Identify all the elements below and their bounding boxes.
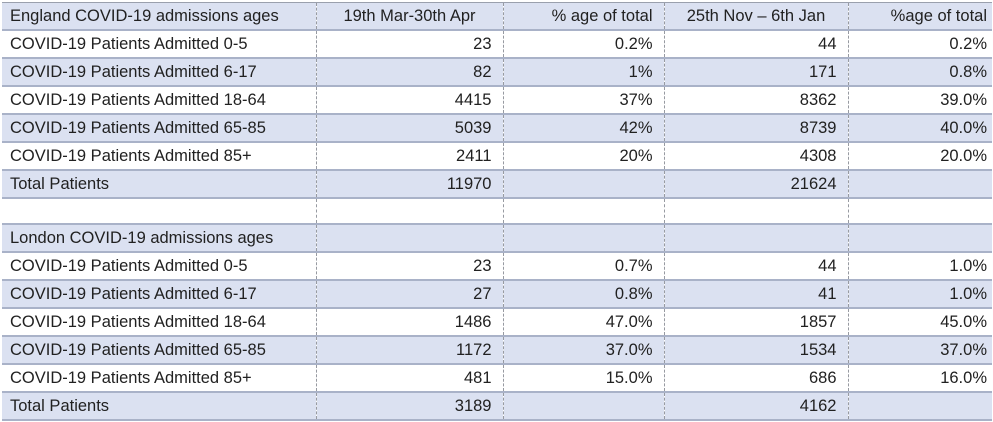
value-cell: 44 [663,29,848,58]
value-cell: 1.0% [847,251,992,280]
empty-cell [847,197,992,224]
spacer-row [2,197,992,224]
empty-cell [663,223,848,252]
value-cell: 0.8% [502,279,664,308]
value-cell: 0.8% [847,57,992,86]
total-label: Total Patients [2,391,316,420]
value-cell: 27 [315,279,503,308]
value-cell: 8362 [663,85,848,114]
value-cell: 37.0% [847,335,992,364]
column-header-pct1: % age of total [502,2,664,30]
value-cell: 45.0% [847,307,992,336]
total-value-cell: 4162 [663,391,848,420]
empty-cell [502,169,664,198]
value-cell: 20.0% [847,141,992,170]
table-row-england-85plus: COVID-19 Patients Admitted 85+ 2411 20% … [2,141,992,170]
table-row-london-65-85: COVID-19 Patients Admitted 65-85 1172 37… [2,335,992,364]
table-row-england-65-85: COVID-19 Patients Admitted 65-85 5039 42… [2,113,992,142]
row-label: COVID-19 Patients Admitted 0-5 [2,251,316,280]
value-cell: 23 [315,251,503,280]
column-header-period2: 25th Nov – 6th Jan [663,2,848,30]
value-cell: 37% [502,85,664,114]
value-cell: 481 [315,363,503,392]
london-header-row: London COVID-19 admissions ages [2,223,992,252]
row-label: COVID-19 Patients Admitted 6-17 [2,279,316,308]
value-cell: 39.0% [847,85,992,114]
value-cell: 20% [502,141,664,170]
row-label: COVID-19 Patients Admitted 65-85 [2,113,316,142]
table-row-london-85plus: COVID-19 Patients Admitted 85+ 481 15.0%… [2,363,992,392]
value-cell: 1534 [663,335,848,364]
row-label: COVID-19 Patients Admitted 0-5 [2,29,316,58]
empty-cell [663,197,848,224]
value-cell: 2411 [315,141,503,170]
column-header-period1: 19th Mar-30th Apr [315,2,503,30]
value-cell: 44 [663,251,848,280]
empty-cell [502,223,664,252]
total-value-cell: 21624 [663,169,848,198]
value-cell: 1172 [315,335,503,364]
value-cell: 8739 [663,113,848,142]
value-cell: 82 [315,57,503,86]
table-row-england-6-17: COVID-19 Patients Admitted 6-17 82 1% 17… [2,57,992,86]
value-cell: 686 [663,363,848,392]
value-cell: 1.0% [847,279,992,308]
row-label: COVID-19 Patients Admitted 65-85 [2,335,316,364]
row-label: COVID-19 Patients Admitted 85+ [2,141,316,170]
empty-cell [502,197,664,224]
total-value-cell: 11970 [315,169,503,198]
empty-cell [847,223,992,252]
value-cell: 0.7% [502,251,664,280]
england-total-row: Total Patients 11970 21624 [2,169,992,198]
value-cell: 40.0% [847,113,992,142]
value-cell: 4415 [315,85,503,114]
value-cell: 1857 [663,307,848,336]
table-row-london-18-64: COVID-19 Patients Admitted 18-64 1486 47… [2,307,992,336]
value-cell: 47.0% [502,307,664,336]
value-cell: 4308 [663,141,848,170]
total-label: Total Patients [2,169,316,198]
empty-cell [502,391,664,420]
value-cell: 16.0% [847,363,992,392]
value-cell: 41 [663,279,848,308]
england-header-row: England COVID-19 admissions ages 19th Ma… [2,2,992,30]
empty-cell [2,197,316,224]
column-header-pct2: %age of total [847,2,992,30]
value-cell: 42% [502,113,664,142]
table-row-england-0-5: COVID-19 Patients Admitted 0-5 23 0.2% 4… [2,29,992,58]
empty-cell [847,391,992,420]
value-cell: 5039 [315,113,503,142]
value-cell: 23 [315,29,503,58]
table-row-london-6-17: COVID-19 Patients Admitted 6-17 27 0.8% … [2,279,992,308]
row-label: COVID-19 Patients Admitted 85+ [2,363,316,392]
london-total-row: Total Patients 3189 4162 [2,391,992,420]
row-label: COVID-19 Patients Admitted 6-17 [2,57,316,86]
value-cell: 37.0% [502,335,664,364]
value-cell: 15.0% [502,363,664,392]
row-label: COVID-19 Patients Admitted 18-64 [2,307,316,336]
empty-cell [315,223,503,252]
table-row-london-0-5: COVID-19 Patients Admitted 0-5 23 0.7% 4… [2,251,992,280]
value-cell: 0.2% [847,29,992,58]
value-cell: 1% [502,57,664,86]
total-value-cell: 3189 [315,391,503,420]
value-cell: 171 [663,57,848,86]
table-row-england-18-64: COVID-19 Patients Admitted 18-64 4415 37… [2,85,992,114]
empty-cell [315,197,503,224]
row-label: COVID-19 Patients Admitted 18-64 [2,85,316,114]
value-cell: 0.2% [502,29,664,58]
value-cell: 1486 [315,307,503,336]
london-section-title: London COVID-19 admissions ages [2,223,316,252]
empty-cell [847,169,992,198]
england-section-title: England COVID-19 admissions ages [10,7,279,25]
